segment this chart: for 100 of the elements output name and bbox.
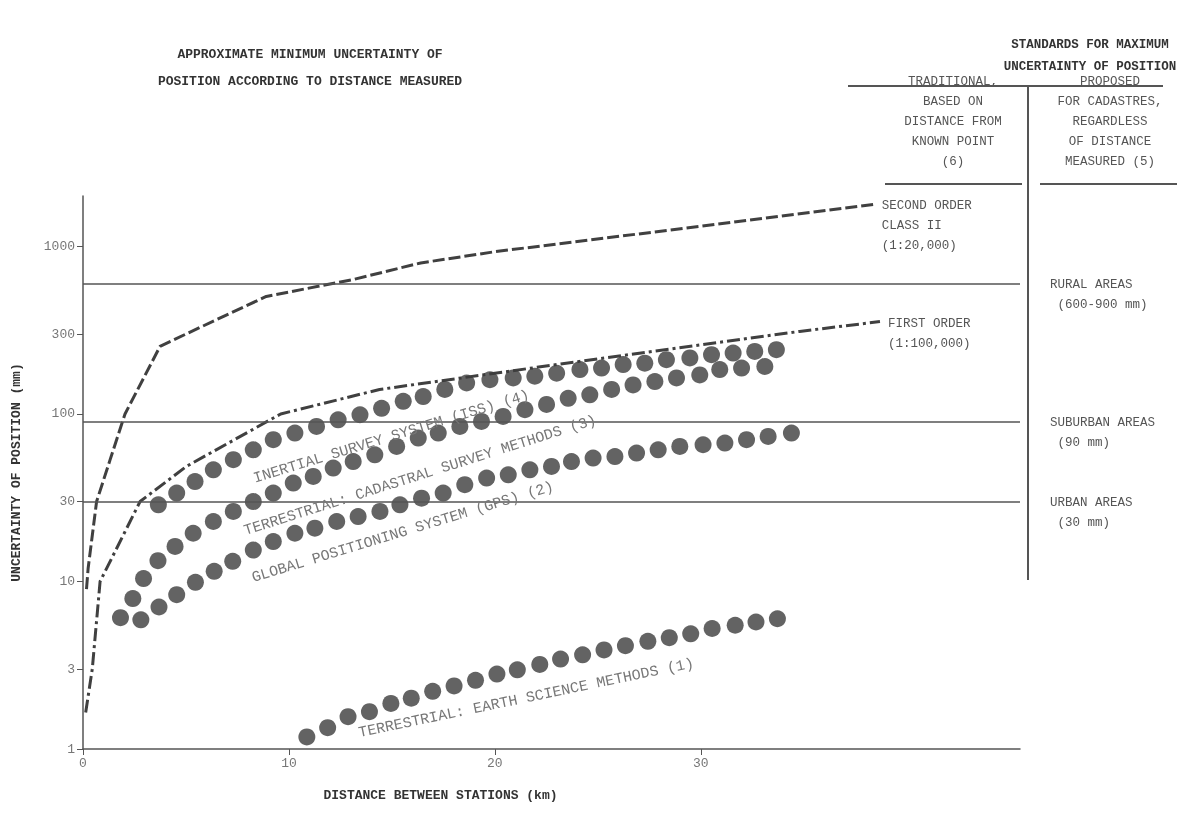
point	[671, 437, 689, 455]
point	[759, 427, 777, 445]
point	[681, 349, 699, 367]
point	[657, 351, 675, 369]
point	[298, 728, 316, 746]
point	[224, 552, 242, 570]
point	[767, 341, 785, 359]
point	[548, 364, 566, 382]
point	[349, 508, 367, 526]
point	[458, 374, 476, 392]
point	[205, 562, 223, 580]
point	[595, 641, 613, 659]
text: TRADITIONAL, BASED ON DISTANCE FROM KNOWN POINT (6)	[904, 75, 1002, 169]
point	[373, 399, 391, 417]
point	[135, 570, 153, 588]
x-tick-label: 10	[281, 756, 297, 771]
point	[184, 524, 202, 542]
point	[738, 431, 756, 449]
ref-line-label: SUBURBAN AREAS (90 mm)	[1050, 415, 1156, 450]
point	[711, 361, 729, 379]
point	[562, 453, 580, 471]
point	[543, 457, 560, 475]
point	[746, 342, 764, 360]
series-label: FIRST ORDER (1:100,000)	[887, 316, 971, 351]
point	[574, 646, 592, 664]
point	[351, 406, 369, 424]
point	[526, 367, 544, 385]
y-tick-label: 100	[51, 406, 75, 422]
point	[264, 533, 282, 551]
x-tick-label: 0	[79, 756, 87, 771]
point	[646, 373, 664, 391]
point	[636, 354, 654, 372]
point	[339, 708, 357, 726]
point	[488, 665, 506, 683]
point	[436, 380, 454, 398]
point	[168, 586, 186, 604]
point	[149, 552, 167, 570]
point	[264, 431, 282, 449]
x-tick-label: 30	[693, 756, 709, 771]
point	[559, 389, 577, 407]
point	[286, 424, 304, 442]
point	[166, 537, 184, 555]
point	[124, 590, 142, 608]
point	[703, 346, 721, 364]
y-tick-label: 1000	[43, 238, 75, 254]
point	[319, 719, 337, 737]
text: STANDARDS FOR MAXIMUM UNCERTAINTY OF POSITION	[1003, 38, 1177, 74]
point	[668, 369, 685, 387]
point	[628, 444, 646, 462]
point	[424, 682, 442, 700]
point	[324, 459, 342, 477]
y-tick-label: 3	[67, 661, 75, 677]
point	[371, 502, 389, 520]
point	[747, 613, 765, 631]
point	[186, 473, 204, 491]
point	[244, 541, 262, 559]
point	[649, 441, 667, 459]
point	[552, 650, 570, 668]
x-tick-label: 20	[487, 756, 503, 771]
point	[682, 625, 700, 643]
chart-title: APPROXIMATE MINIMUM UNCERTAINTY OF POSITION ACCORDING TO DISTANCE MEASURED	[157, 47, 463, 89]
point	[581, 386, 599, 404]
ref-line-label: RURAL AREAS (600-900 mm)	[1050, 277, 1148, 312]
point	[224, 451, 242, 469]
point	[733, 359, 751, 377]
point	[204, 513, 222, 531]
y-tick-label: 1	[67, 741, 76, 757]
point	[616, 637, 634, 655]
point	[414, 388, 432, 406]
point	[402, 689, 420, 707]
point	[694, 436, 712, 454]
ref-line-label: URBAN AREAS (30 mm)	[1050, 495, 1133, 530]
point	[504, 369, 522, 387]
point	[499, 466, 517, 484]
point	[593, 359, 611, 377]
point	[150, 598, 168, 616]
series-label: SECOND ORDER CLASS II (1:20,000)	[881, 199, 973, 254]
point	[508, 661, 526, 679]
point	[768, 610, 786, 628]
point	[186, 573, 204, 591]
point	[224, 502, 242, 520]
point	[691, 366, 709, 384]
point	[538, 395, 556, 413]
y-tick-label: 30	[59, 494, 75, 510]
point	[606, 448, 624, 466]
point	[481, 371, 499, 389]
line-series	[85, 202, 876, 591]
x-axis-title: DISTANCE BETWEEN STATIONS (km)	[323, 788, 558, 803]
point	[168, 484, 186, 502]
point	[624, 376, 642, 394]
point	[112, 609, 129, 627]
point	[521, 461, 539, 479]
point	[726, 616, 744, 634]
point	[434, 484, 452, 502]
point	[571, 361, 589, 379]
point	[756, 358, 774, 375]
point	[394, 392, 412, 410]
point	[603, 380, 621, 398]
point	[782, 424, 800, 442]
point	[531, 655, 549, 673]
